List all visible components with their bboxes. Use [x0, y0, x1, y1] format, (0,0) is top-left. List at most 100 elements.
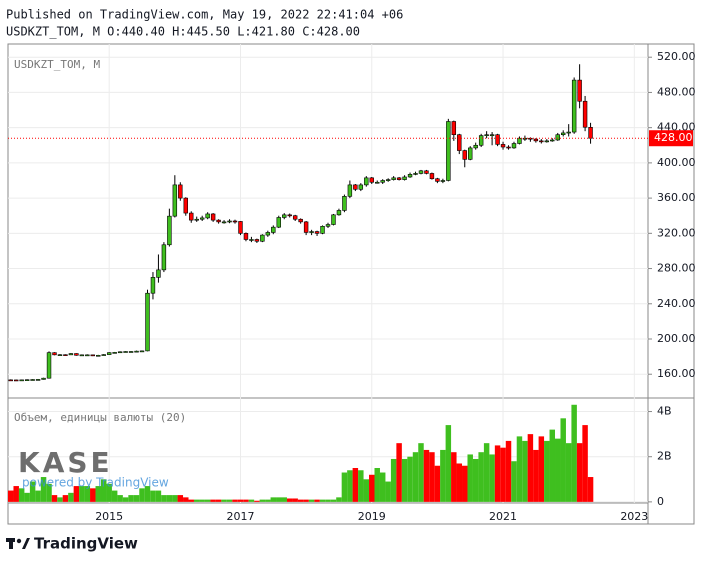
volume-bar	[341, 472, 348, 502]
volume-bar	[111, 490, 118, 502]
y-tick-label: 200.00	[657, 332, 696, 345]
candle-body	[68, 353, 74, 356]
candle-body	[156, 269, 161, 278]
volume-bar	[544, 440, 550, 502]
volume-bar	[522, 440, 528, 502]
candle-body	[325, 224, 331, 227]
volume-bar	[133, 495, 140, 502]
candle-body	[216, 219, 221, 223]
volume-bar	[303, 499, 309, 502]
candle-body	[30, 379, 35, 381]
candle-body	[41, 377, 46, 380]
candle-body	[106, 352, 112, 355]
volume-bar	[325, 499, 331, 502]
volume-bar	[40, 477, 47, 502]
volume-bar	[221, 499, 227, 502]
candle-body	[145, 292, 150, 352]
volume-bar	[379, 472, 386, 502]
candle-body	[500, 144, 506, 148]
footer-logo	[6, 538, 30, 549]
volume-bar	[215, 499, 222, 502]
candle-body	[96, 354, 101, 357]
candle-body	[139, 350, 145, 353]
candle-body	[79, 354, 85, 357]
volume-bar	[565, 443, 572, 502]
candle-body	[353, 184, 358, 190]
candle-body	[74, 353, 79, 356]
candle-body	[8, 379, 13, 382]
volume-bar	[314, 499, 320, 502]
candle-body	[90, 354, 96, 357]
candle-body	[57, 354, 63, 356]
candle-body	[63, 354, 68, 356]
candle-body	[276, 217, 281, 228]
marks	[8, 64, 594, 502]
volume-bar	[79, 486, 85, 502]
candle-body	[303, 221, 309, 233]
volume-bar	[177, 495, 184, 502]
candle-body	[331, 214, 336, 225]
volume-bar	[369, 474, 375, 502]
volume-bar	[516, 436, 523, 502]
candle-body	[178, 184, 183, 199]
candle-body	[232, 220, 238, 223]
candle-body	[484, 134, 489, 137]
volume-bar	[483, 443, 490, 502]
volume-bar	[90, 488, 96, 502]
candle-body	[489, 134, 495, 137]
candle-body	[402, 176, 407, 180]
candle-body	[183, 197, 188, 214]
volume-bar	[538, 436, 545, 502]
candle-body	[478, 135, 484, 146]
y-tick-label: 480.00	[657, 85, 696, 98]
candle-body	[364, 177, 369, 186]
candle-body	[544, 140, 550, 143]
volume-bar	[440, 449, 446, 502]
volume-bar	[73, 486, 80, 502]
volume-bar	[319, 499, 326, 502]
volume-bar	[292, 498, 298, 502]
candle-body	[440, 180, 446, 182]
volume-bar	[183, 497, 189, 502]
candle-body	[566, 131, 571, 134]
candle-body	[320, 225, 325, 234]
volume-bar	[150, 490, 156, 502]
volume-bar	[445, 425, 452, 502]
volume-bar	[128, 495, 134, 502]
candle-body	[468, 147, 473, 160]
watermark-sub: powered by TradingView	[22, 476, 169, 490]
candle-body	[227, 220, 232, 223]
published-line: Published on TradingView.com, May 19, 20…	[6, 8, 403, 22]
volume-bar	[68, 492, 74, 502]
candle-body	[287, 214, 292, 217]
volume-bar	[29, 481, 36, 502]
candle-body	[385, 179, 391, 181]
volume-bar	[188, 499, 194, 502]
candle-body	[429, 173, 435, 180]
chart-frame	[7, 43, 695, 525]
volume-bar	[418, 443, 424, 502]
volume-bar	[500, 447, 506, 502]
volume-bar	[549, 429, 556, 502]
candle-body	[435, 178, 440, 182]
candle-body	[194, 218, 199, 221]
volume-bar	[139, 488, 145, 502]
candle-body	[46, 352, 52, 379]
candle-body	[582, 100, 588, 128]
candle-body	[462, 150, 467, 160]
candle-body	[571, 79, 577, 133]
candle-body	[380, 180, 385, 183]
volume-bar	[336, 497, 342, 502]
volume-bar	[472, 458, 479, 502]
volume-bar	[308, 499, 315, 502]
volume-bar	[330, 499, 337, 502]
volume-bar	[401, 458, 408, 502]
symbol-label: USDKZT_TOM, M	[14, 58, 100, 71]
volume-bar	[51, 495, 58, 502]
candle-body	[347, 184, 353, 197]
candle-body	[533, 138, 539, 142]
y-tick-label: 400.00	[657, 156, 696, 169]
volume-bar	[117, 495, 123, 502]
candle-body	[128, 351, 134, 353]
